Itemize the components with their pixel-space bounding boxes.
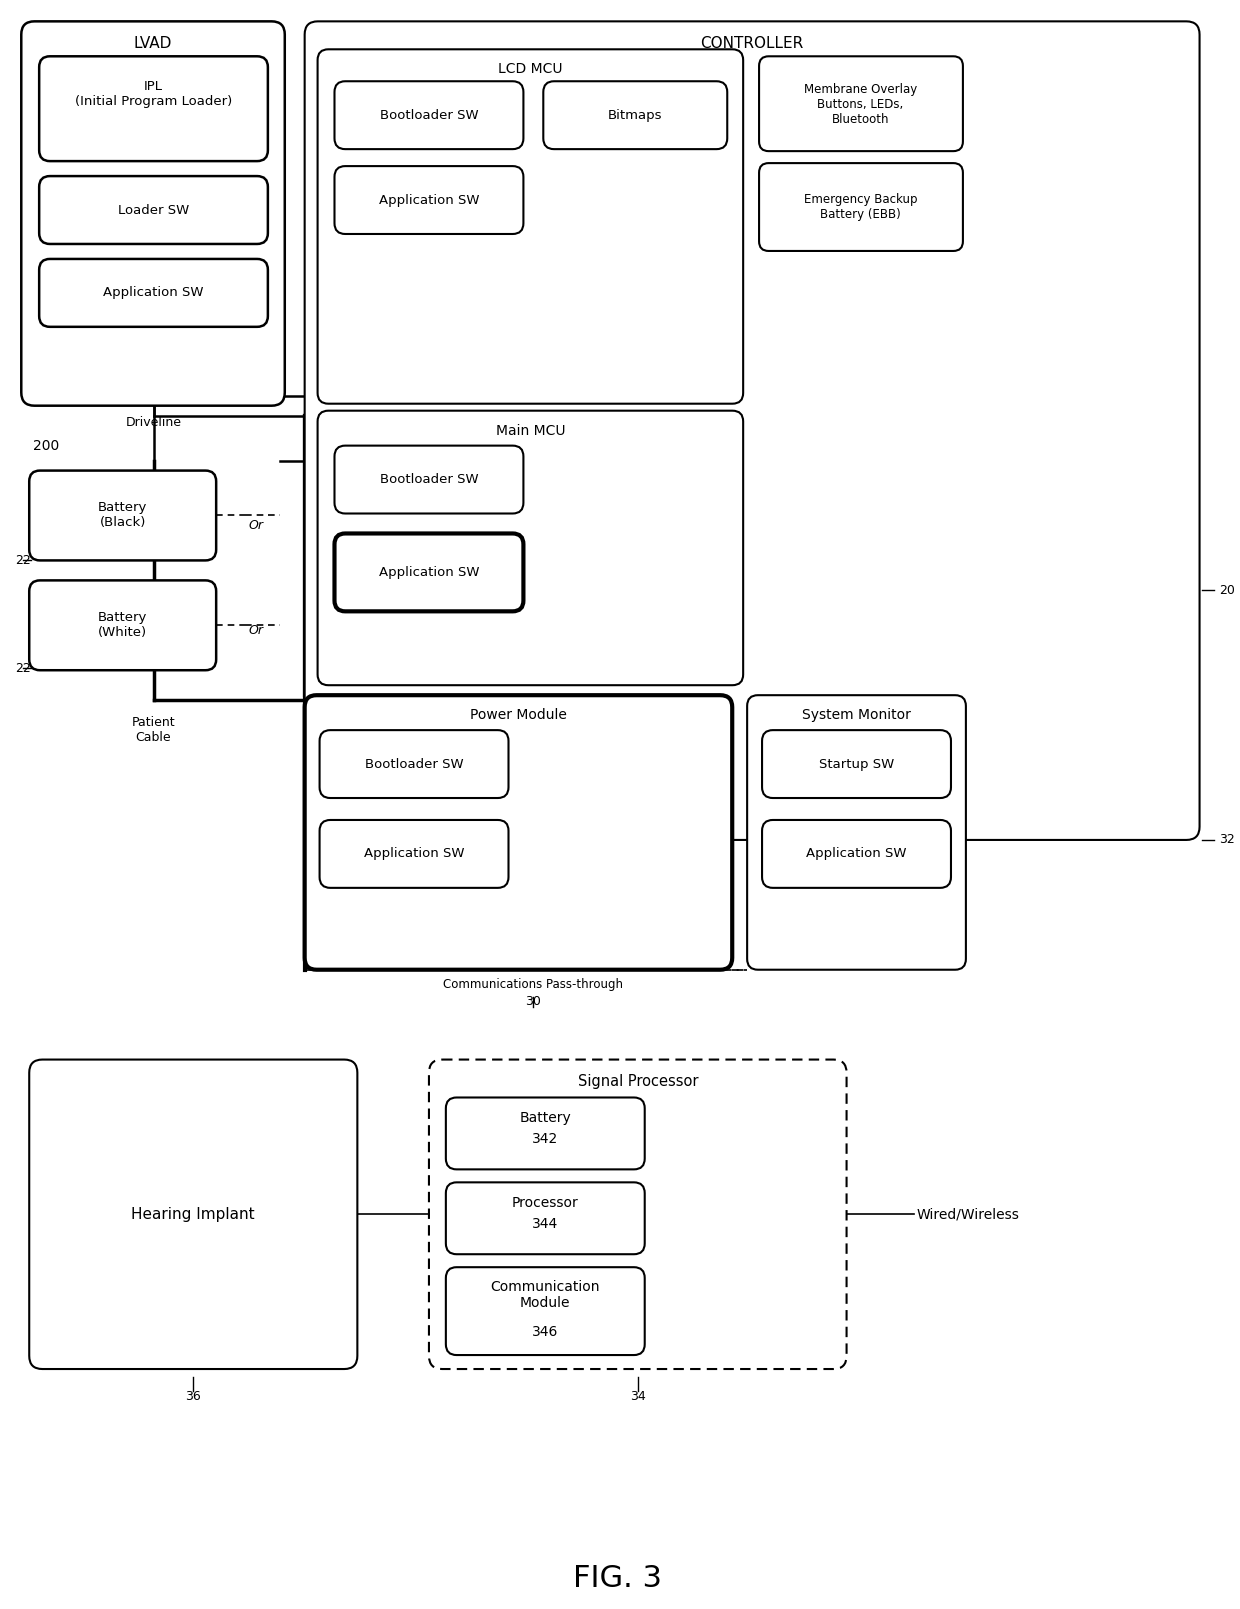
Text: 200: 200 xyxy=(33,439,60,452)
Text: 344: 344 xyxy=(532,1218,558,1231)
Text: Or: Or xyxy=(248,624,263,637)
Text: 342: 342 xyxy=(532,1133,558,1147)
FancyBboxPatch shape xyxy=(748,695,966,970)
Text: LVAD: LVAD xyxy=(134,35,172,51)
FancyBboxPatch shape xyxy=(30,470,216,560)
FancyBboxPatch shape xyxy=(317,50,743,404)
FancyBboxPatch shape xyxy=(446,1183,645,1255)
Text: 36: 36 xyxy=(186,1390,201,1403)
Text: Membrane Overlay
Buttons, LEDs,
Bluetooth: Membrane Overlay Buttons, LEDs, Bluetoot… xyxy=(804,82,918,126)
Text: Application SW: Application SW xyxy=(103,286,203,299)
FancyBboxPatch shape xyxy=(40,259,268,327)
FancyBboxPatch shape xyxy=(40,175,268,245)
FancyBboxPatch shape xyxy=(759,56,963,151)
FancyBboxPatch shape xyxy=(305,21,1199,840)
FancyBboxPatch shape xyxy=(317,410,743,685)
Text: Signal Processor: Signal Processor xyxy=(578,1075,698,1089)
Text: Driveline: Driveline xyxy=(125,417,181,430)
Text: 20: 20 xyxy=(1219,584,1235,597)
FancyBboxPatch shape xyxy=(335,80,523,150)
FancyBboxPatch shape xyxy=(335,446,523,513)
FancyBboxPatch shape xyxy=(305,695,733,970)
Text: Processor: Processor xyxy=(512,1197,579,1210)
FancyBboxPatch shape xyxy=(429,1060,847,1369)
Text: 32: 32 xyxy=(1219,833,1235,846)
Text: LCD MCU: LCD MCU xyxy=(498,63,563,76)
Text: Loader SW: Loader SW xyxy=(118,203,190,217)
FancyBboxPatch shape xyxy=(335,166,523,233)
Text: Bootloader SW: Bootloader SW xyxy=(379,473,479,486)
FancyBboxPatch shape xyxy=(446,1268,645,1355)
Text: Patient
Cable: Patient Cable xyxy=(131,716,175,743)
Text: Bootloader SW: Bootloader SW xyxy=(365,758,464,771)
Text: Application SW: Application SW xyxy=(363,848,464,861)
FancyBboxPatch shape xyxy=(320,730,508,798)
FancyBboxPatch shape xyxy=(543,80,727,150)
Text: Wired/Wireless: Wired/Wireless xyxy=(916,1207,1019,1221)
Text: Application SW: Application SW xyxy=(806,848,906,861)
Text: 34: 34 xyxy=(630,1390,646,1403)
Text: Bootloader SW: Bootloader SW xyxy=(379,109,479,122)
FancyBboxPatch shape xyxy=(759,163,963,251)
Text: Startup SW: Startup SW xyxy=(818,758,894,771)
Text: 346: 346 xyxy=(532,1326,558,1339)
Text: Application SW: Application SW xyxy=(378,566,479,579)
FancyBboxPatch shape xyxy=(320,821,508,888)
FancyBboxPatch shape xyxy=(30,1060,357,1369)
FancyBboxPatch shape xyxy=(30,581,216,671)
Text: Battery
(Black): Battery (Black) xyxy=(98,502,148,529)
Text: Application SW: Application SW xyxy=(378,193,479,206)
Text: Bitmaps: Bitmaps xyxy=(608,109,662,122)
Text: Power Module: Power Module xyxy=(470,708,567,722)
FancyBboxPatch shape xyxy=(446,1097,645,1170)
Text: System Monitor: System Monitor xyxy=(802,708,911,722)
Text: Communications Pass-through: Communications Pass-through xyxy=(444,978,624,991)
Text: CONTROLLER: CONTROLLER xyxy=(701,35,804,51)
Text: FIG. 3: FIG. 3 xyxy=(573,1564,662,1593)
FancyBboxPatch shape xyxy=(21,21,285,405)
Text: Or: Or xyxy=(248,520,263,533)
Text: Battery
(White): Battery (White) xyxy=(98,611,148,639)
FancyBboxPatch shape xyxy=(763,730,951,798)
Text: IPL
(Initial Program Loader): IPL (Initial Program Loader) xyxy=(74,80,232,108)
FancyBboxPatch shape xyxy=(335,534,523,611)
Text: Main MCU: Main MCU xyxy=(496,423,565,438)
Text: 30: 30 xyxy=(526,994,542,1009)
Text: Battery: Battery xyxy=(520,1112,572,1125)
Text: 22: 22 xyxy=(15,661,31,674)
FancyBboxPatch shape xyxy=(763,821,951,888)
FancyBboxPatch shape xyxy=(40,56,268,161)
Text: Hearing Implant: Hearing Implant xyxy=(131,1207,255,1221)
Text: 22: 22 xyxy=(15,553,31,566)
Text: Communication
Module: Communication Module xyxy=(491,1281,600,1310)
Text: Emergency Backup
Battery (EBB): Emergency Backup Battery (EBB) xyxy=(804,193,918,220)
